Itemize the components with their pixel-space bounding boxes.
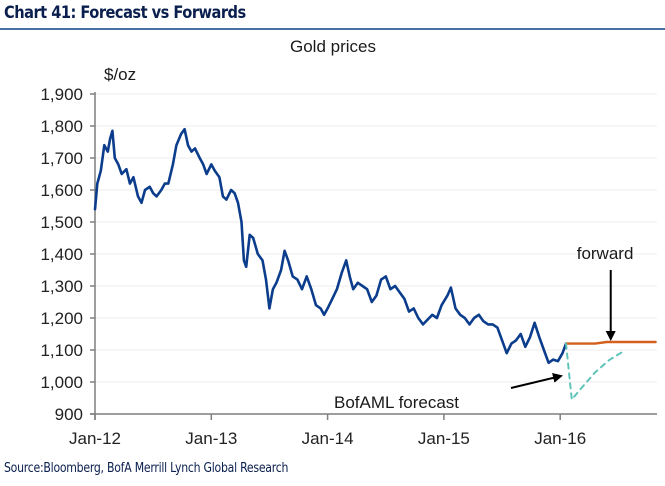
forecast-line bbox=[565, 342, 624, 401]
axes bbox=[90, 92, 657, 420]
title-rule bbox=[0, 28, 665, 30]
forecast-arrow bbox=[510, 373, 563, 389]
forecast-annotation-label: BofAML forecast bbox=[334, 393, 459, 412]
y-tick-label: 1,700 bbox=[40, 149, 83, 168]
plot-title: Gold prices bbox=[290, 37, 376, 56]
gold-price-line bbox=[93, 127, 568, 365]
y-tick-label: 1,300 bbox=[40, 277, 83, 296]
annotations: forward BofAML forecast bbox=[334, 244, 633, 412]
forward-annotation-label: forward bbox=[577, 244, 634, 263]
x-tick-label: Jan-16 bbox=[534, 429, 586, 448]
y-tick-label: 1,800 bbox=[40, 117, 83, 136]
y-tick-label: 1,200 bbox=[40, 309, 83, 328]
series-lines bbox=[93, 127, 657, 401]
y-tick-label: 900 bbox=[55, 405, 83, 424]
x-tick-label: Jan-15 bbox=[418, 429, 470, 448]
x-tick-label: Jan-12 bbox=[69, 429, 121, 448]
y-tick-label: 1,900 bbox=[40, 85, 83, 104]
y-axis-ticks: 900 1,000 1,100 1,200 1,300 1,400 1,500 1,600 1,… bbox=[40, 85, 95, 424]
x-tick-label: Jan-13 bbox=[185, 429, 237, 448]
y-tick-label: 1,100 bbox=[40, 341, 83, 360]
x-axis-ticks: Jan-12 Jan-13 Jan-14 Jan-15 Jan-16 bbox=[69, 414, 586, 448]
y-tick-label: 1,000 bbox=[40, 373, 83, 392]
gridlines bbox=[95, 93, 657, 383]
x-tick-label: Jan-14 bbox=[302, 429, 354, 448]
y-tick-label: 1,400 bbox=[40, 245, 83, 264]
y-unit-label: $/oz bbox=[104, 65, 136, 84]
source-note: Source:Bloomberg, BofA Merrill Lynch Glo… bbox=[4, 461, 289, 476]
y-tick-label: 1,500 bbox=[40, 213, 83, 232]
forward-line bbox=[564, 340, 657, 345]
y-tick-label: 1,600 bbox=[40, 181, 83, 200]
chart-title: Chart 41: Forecast vs Forwards bbox=[4, 3, 246, 23]
